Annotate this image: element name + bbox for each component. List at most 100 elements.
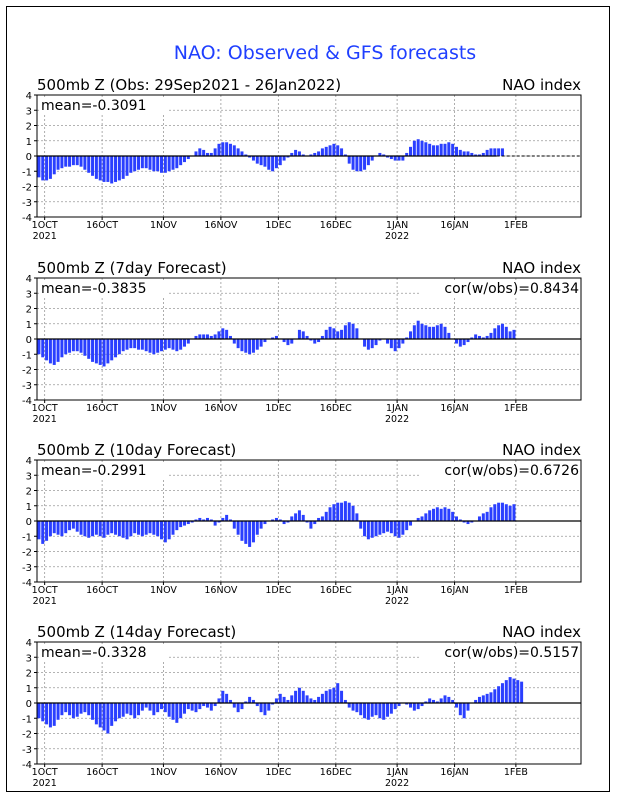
nao-bar (382, 154, 386, 156)
nao-bar (343, 154, 347, 156)
nao-bar (133, 521, 137, 534)
nao-bar (458, 149, 462, 156)
nao-bar (71, 703, 75, 719)
nao-bar (477, 335, 481, 339)
nao-bar (75, 703, 79, 717)
nao-bar (45, 156, 49, 181)
nao-bar (144, 521, 148, 535)
nao-bar (470, 337, 474, 339)
nao-bar (202, 334, 206, 339)
x-tick-label: 1FEB (504, 585, 528, 596)
x-tick-label: 16DEC (320, 767, 352, 778)
y-tick-label: 0 (26, 152, 32, 163)
nao-bar (186, 339, 190, 344)
nao-bar (274, 698, 278, 703)
nao-bar (144, 156, 148, 169)
nao-bar (359, 156, 363, 172)
x-tick-label: 1NOV (150, 220, 177, 231)
nao-bar (217, 143, 221, 156)
x-tick-label: 16NOV (204, 403, 238, 414)
nao-bar (366, 156, 370, 166)
x-tick-label: 16JAN (440, 585, 468, 596)
nao-bar (386, 339, 390, 344)
nao-bar (263, 703, 267, 716)
nao-bar (244, 521, 248, 544)
nao-bar (64, 339, 68, 355)
y-tick-label: 1 (26, 137, 32, 148)
nao-bar (474, 334, 478, 339)
nao-bar (52, 339, 56, 365)
nao-bar (79, 339, 83, 353)
mean-label: mean=-0.2991 (41, 463, 146, 479)
nao-bar (305, 335, 309, 339)
nao-bar (48, 339, 52, 364)
nao-bar (351, 505, 355, 521)
nao-bar (106, 339, 110, 364)
nao-bar (370, 156, 374, 161)
nao-bar (37, 156, 41, 178)
nao-bar (389, 156, 393, 160)
nao-bar (447, 142, 451, 156)
nao-bar (94, 156, 98, 179)
x-tick-label: 1FEB (504, 403, 528, 414)
nao-bar (366, 703, 370, 720)
nao-bar (60, 156, 64, 169)
nao-bar (94, 521, 98, 535)
nao-bar (355, 513, 359, 521)
nao-bar (98, 156, 102, 181)
y-tick-label: 4 (26, 638, 32, 649)
nao-bar (68, 156, 72, 167)
nao-bar (240, 703, 244, 710)
x-tick-label: 16NOV (204, 767, 238, 778)
nao-bar (202, 703, 206, 707)
nao-bar (137, 156, 141, 170)
nao-bar (470, 152, 474, 156)
nao-bar (244, 701, 248, 703)
nao-bar (202, 519, 206, 521)
nao-bar (520, 681, 524, 703)
nao-bar (87, 339, 91, 359)
nao-bar (500, 502, 504, 521)
nao-bar (294, 149, 298, 156)
panel-right-label: NAO index (502, 441, 581, 459)
nao-bar (271, 703, 275, 705)
nao-bar (144, 703, 148, 708)
y-tick-label: 1 (26, 502, 32, 513)
nao-bar (171, 339, 175, 350)
nao-bar (236, 148, 240, 156)
nao-bar (451, 143, 455, 156)
nao-bar (232, 703, 236, 708)
nao-bar (60, 339, 64, 358)
x-tick-year-label: 2021 (33, 231, 57, 242)
nao-bar (454, 703, 458, 708)
nao-bar (328, 326, 332, 339)
nao-bar (363, 156, 367, 170)
nao-bar (110, 156, 114, 184)
nao-bar (175, 339, 179, 352)
nao-bar (209, 703, 213, 711)
nao-bar (274, 517, 278, 521)
nao-bar (324, 329, 328, 339)
nao-bar (435, 701, 439, 703)
nao-bar (447, 508, 451, 521)
nao-bar (56, 156, 60, 170)
nao-bar (386, 521, 390, 532)
nao-bar (286, 156, 290, 158)
nao-bar (424, 513, 428, 521)
nao-bar (458, 703, 462, 716)
x-tick-label: 16DEC (320, 585, 352, 596)
nao-bar (347, 322, 351, 339)
nao-bar (401, 521, 405, 535)
nao-bar (443, 143, 447, 156)
nao-bar (75, 521, 79, 532)
nao-bar (160, 339, 164, 352)
nao-bar (129, 521, 133, 537)
nao-bar (393, 156, 397, 161)
nao-bar (382, 703, 386, 720)
y-tick-label: 3 (26, 653, 32, 664)
nao-bar (41, 339, 45, 358)
nao-bar (320, 335, 324, 339)
nao-bar (420, 323, 424, 339)
nao-bar (248, 339, 252, 355)
nao-bar (60, 703, 64, 716)
